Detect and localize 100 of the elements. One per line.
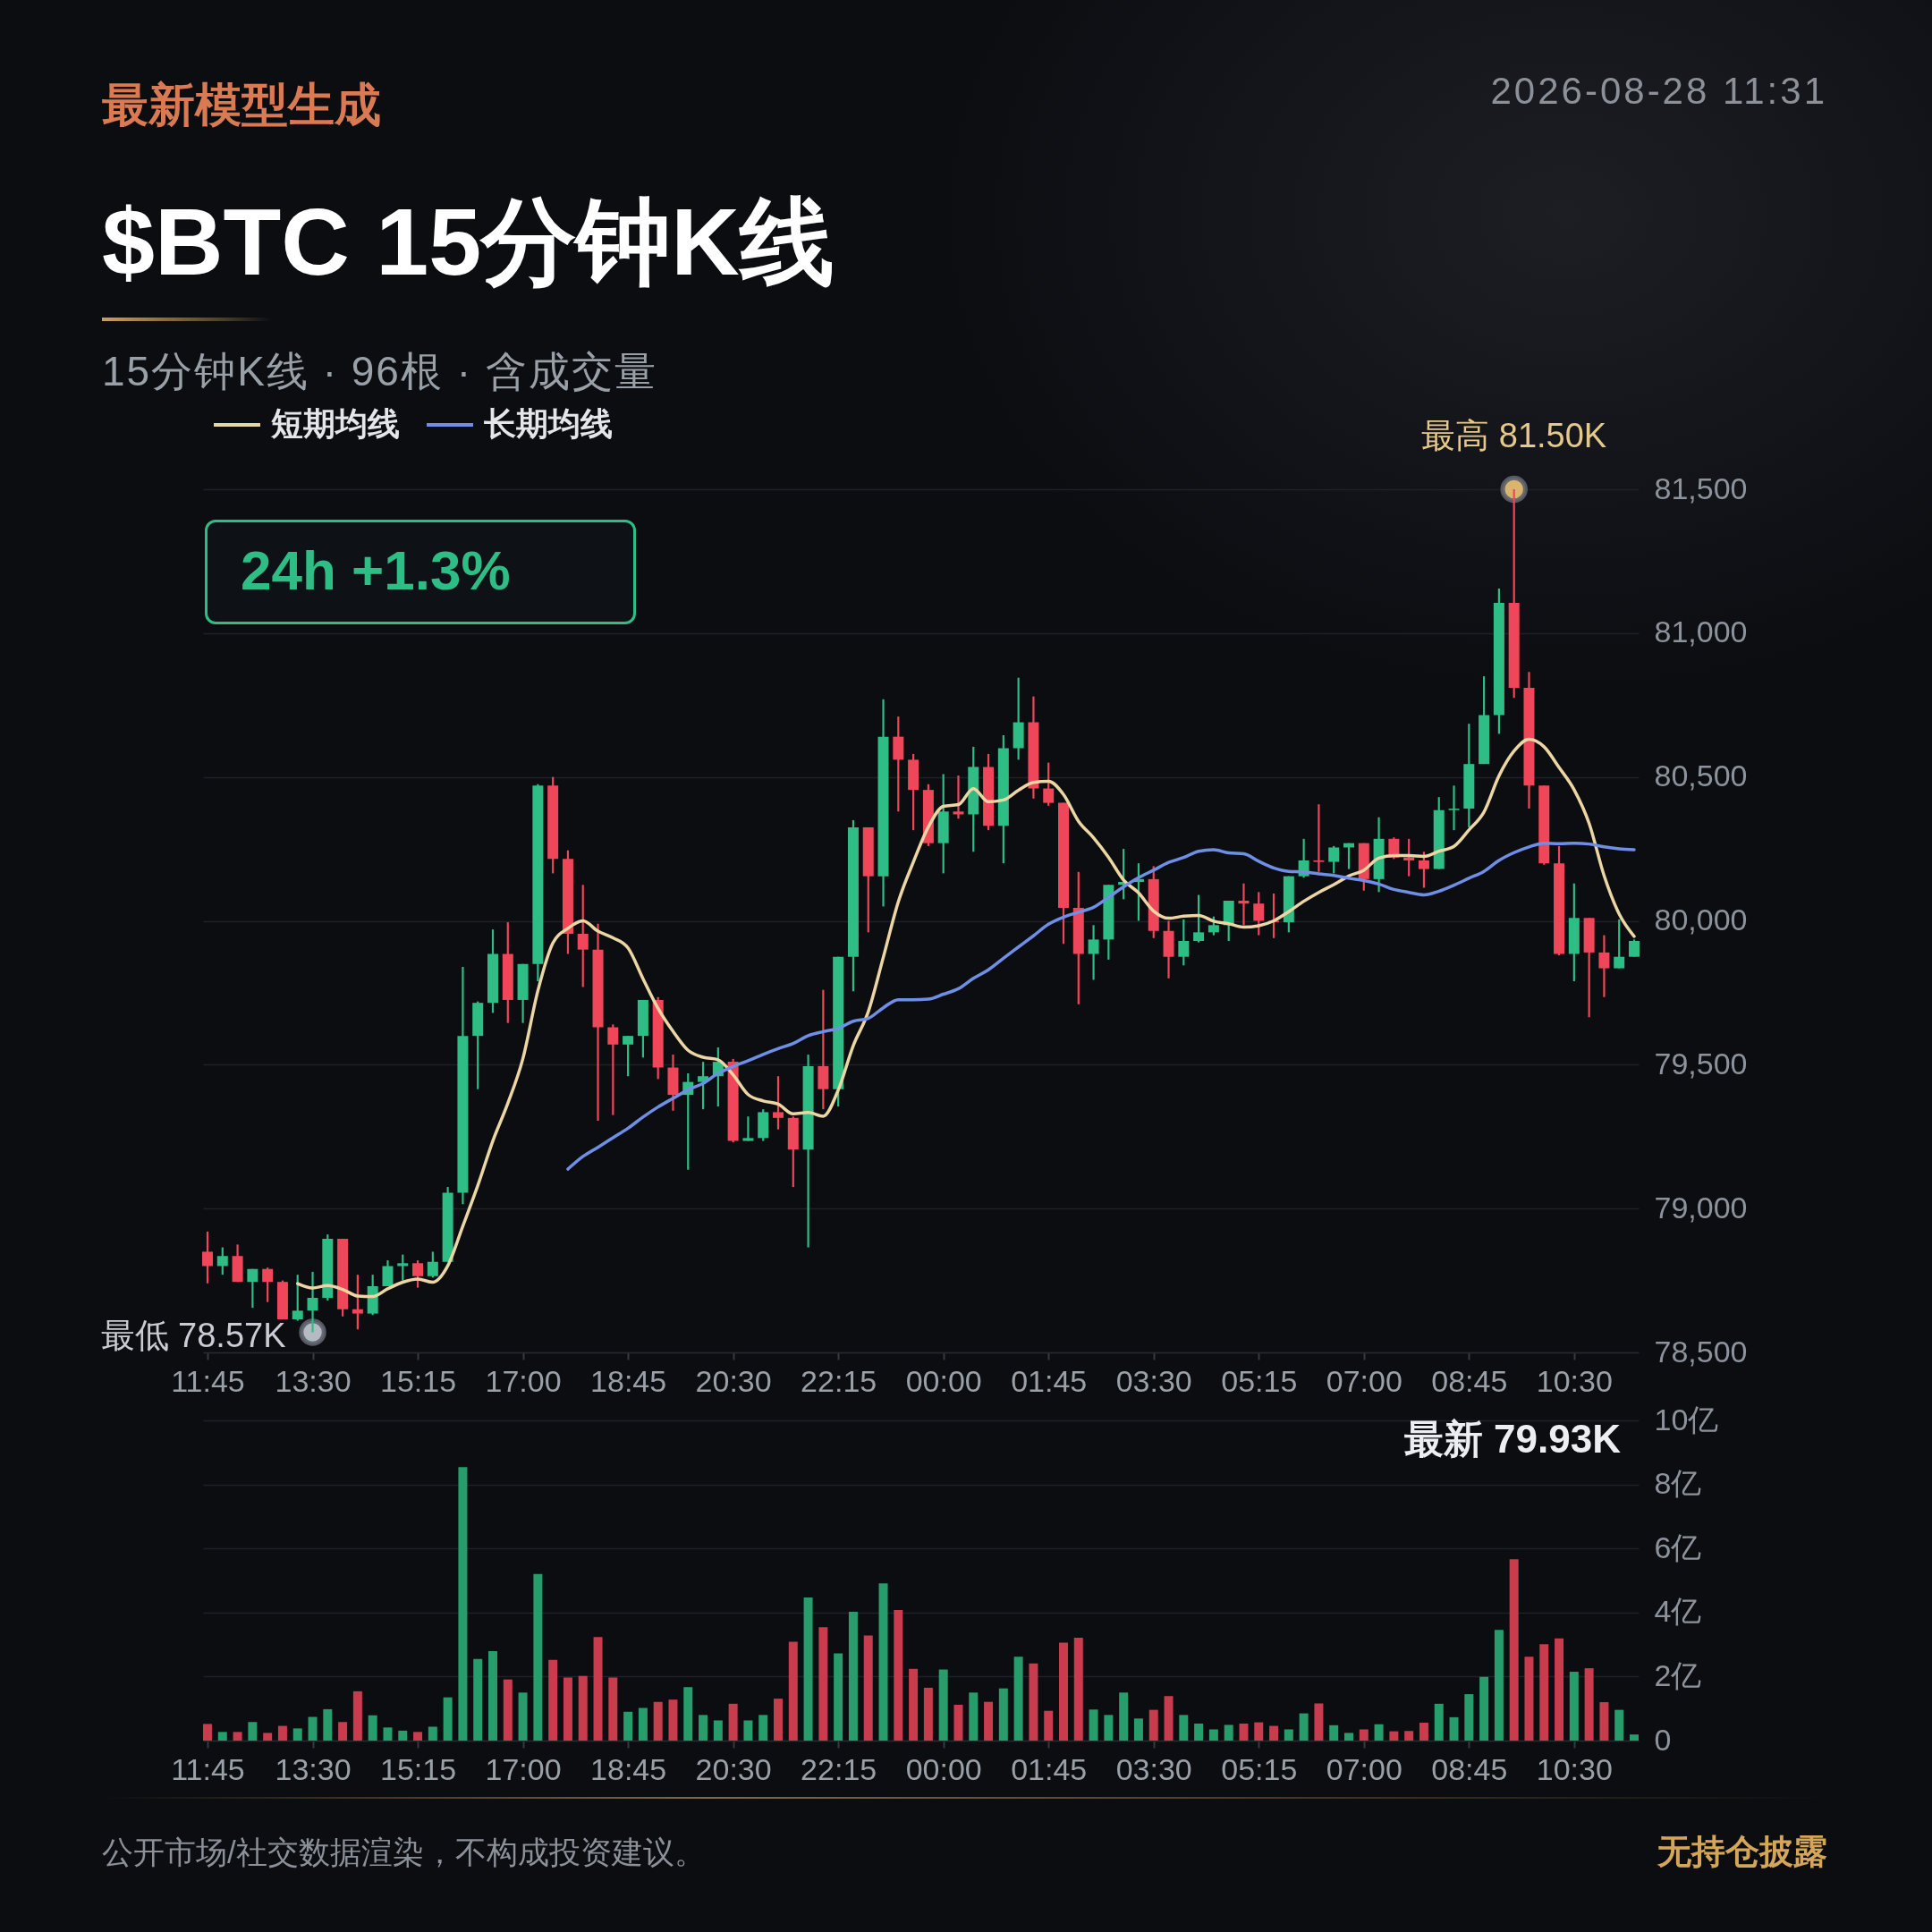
bar bbox=[623, 1711, 633, 1741]
y-tick-label: 80,000 bbox=[1654, 902, 1748, 936]
candlestick bbox=[1313, 803, 1325, 873]
bar bbox=[788, 1641, 798, 1741]
y-tick-label: 79,000 bbox=[1654, 1190, 1748, 1224]
bar bbox=[863, 1635, 873, 1741]
bar bbox=[1254, 1722, 1264, 1741]
bar bbox=[1494, 1630, 1504, 1741]
x-tick-label: 08:45 bbox=[1431, 1363, 1508, 1398]
bar bbox=[1089, 1709, 1098, 1741]
bar bbox=[774, 1699, 783, 1741]
x-tick-label: 18:45 bbox=[590, 1751, 667, 1786]
candlestick bbox=[247, 1267, 258, 1309]
bar bbox=[1269, 1725, 1279, 1741]
bar bbox=[699, 1715, 708, 1741]
bar bbox=[1329, 1724, 1339, 1741]
bar bbox=[292, 1728, 302, 1741]
bar bbox=[1479, 1676, 1489, 1741]
bar bbox=[398, 1730, 408, 1741]
bar bbox=[1630, 1734, 1639, 1741]
bar bbox=[1434, 1703, 1444, 1741]
candlestick bbox=[397, 1253, 409, 1282]
candlestick bbox=[1088, 924, 1099, 981]
candlestick bbox=[1598, 934, 1610, 998]
candlestick bbox=[427, 1250, 438, 1279]
bar bbox=[323, 1708, 333, 1741]
bar bbox=[1389, 1731, 1399, 1741]
bar bbox=[1419, 1722, 1428, 1741]
bar bbox=[984, 1701, 994, 1741]
bar bbox=[1569, 1672, 1579, 1741]
candlestick bbox=[1193, 894, 1205, 944]
bar bbox=[1239, 1724, 1249, 1741]
candlestick bbox=[352, 1274, 363, 1331]
bar bbox=[638, 1707, 648, 1741]
legend-label: 短期均线 bbox=[270, 405, 400, 442]
text: 无持仓披露 bbox=[1657, 1832, 1827, 1873]
candlestick bbox=[216, 1246, 228, 1276]
line-series bbox=[295, 737, 1636, 1299]
bar bbox=[848, 1612, 858, 1741]
bar bbox=[383, 1727, 393, 1741]
bar bbox=[217, 1732, 227, 1741]
x-tick-label: 01:45 bbox=[1011, 1363, 1088, 1398]
candlestick bbox=[1178, 918, 1190, 967]
bar bbox=[428, 1726, 437, 1741]
x-tick-label: 13:30 bbox=[275, 1363, 352, 1398]
bar bbox=[1555, 1638, 1564, 1741]
x-tick-label: 22:15 bbox=[801, 1751, 877, 1786]
bar bbox=[1059, 1642, 1068, 1741]
line-series bbox=[566, 841, 1636, 1171]
candlestick bbox=[1328, 844, 1340, 875]
bar bbox=[668, 1699, 678, 1741]
bar bbox=[518, 1692, 528, 1741]
bar bbox=[1148, 1709, 1158, 1741]
candlestick bbox=[262, 1267, 274, 1303]
y-tick-label: 0 bbox=[1654, 1722, 1672, 1757]
y-tick-label: 79,500 bbox=[1654, 1046, 1748, 1080]
x-tick-label: 15:15 bbox=[380, 1363, 457, 1398]
x-tick-label: 11:45 bbox=[171, 1751, 245, 1786]
bar bbox=[1073, 1638, 1083, 1741]
bar bbox=[1314, 1703, 1324, 1741]
bar bbox=[1599, 1702, 1609, 1741]
bar bbox=[1194, 1724, 1204, 1741]
x-tick-label: 07:00 bbox=[1326, 1751, 1402, 1786]
candlestick bbox=[953, 774, 964, 820]
bar bbox=[277, 1725, 287, 1741]
x-tick-label: 01:45 bbox=[1011, 1751, 1088, 1786]
bar bbox=[1013, 1657, 1023, 1741]
candlestick bbox=[607, 1023, 619, 1116]
x-tick-label: 05:15 bbox=[1221, 1751, 1298, 1786]
x-tick-label: 20:30 bbox=[695, 1751, 772, 1786]
legend-label: 长期均线 bbox=[484, 405, 613, 442]
bar bbox=[1299, 1713, 1309, 1741]
bar bbox=[938, 1669, 948, 1741]
y-tick-label: 81,500 bbox=[1654, 470, 1748, 505]
bar bbox=[1344, 1733, 1353, 1741]
x-tick-label: 00:00 bbox=[905, 1751, 982, 1786]
chart-subtitle: 15分钟K线 · 96根 · 含成交量 bbox=[102, 347, 657, 397]
bar bbox=[1524, 1657, 1534, 1741]
bar bbox=[473, 1658, 483, 1741]
annotation: 24h +1.3% bbox=[241, 538, 511, 603]
bar bbox=[1509, 1559, 1519, 1741]
bar bbox=[368, 1715, 377, 1741]
x-tick-label: 22:15 bbox=[801, 1363, 877, 1398]
x-tick-label: 10:30 bbox=[1536, 1751, 1613, 1786]
x-tick-label: 07:00 bbox=[1326, 1363, 1402, 1398]
bar bbox=[998, 1688, 1008, 1741]
x-tick-label: 03:30 bbox=[1115, 1751, 1192, 1786]
annotation: 最高 81.50K bbox=[1421, 417, 1607, 454]
bar bbox=[728, 1703, 738, 1741]
candlestick bbox=[623, 1035, 634, 1078]
y-tick-label: 6亿 bbox=[1654, 1530, 1702, 1564]
bar bbox=[1208, 1729, 1218, 1741]
candlestick bbox=[412, 1258, 424, 1289]
candlestick bbox=[577, 884, 589, 988]
bar bbox=[1029, 1663, 1038, 1741]
bar bbox=[352, 1690, 362, 1741]
bar bbox=[548, 1659, 558, 1741]
bar bbox=[743, 1720, 753, 1741]
candlestick bbox=[1614, 918, 1625, 970]
candlestick bbox=[1208, 915, 1219, 936]
